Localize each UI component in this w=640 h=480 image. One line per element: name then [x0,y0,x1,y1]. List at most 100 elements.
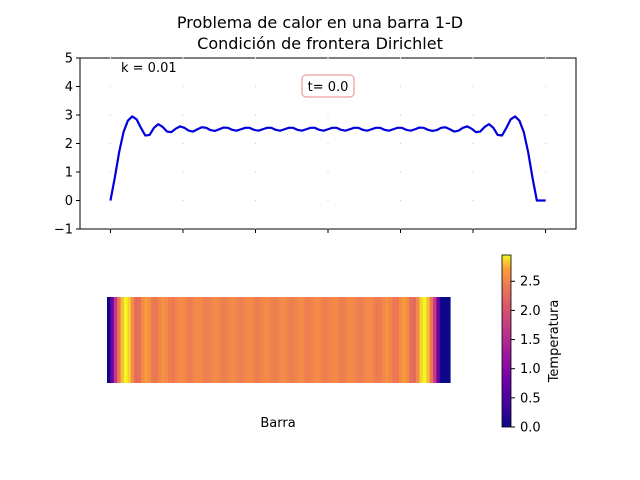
heatmap-cell [385,297,390,383]
heatmap-cell [324,297,329,383]
heatmap-cell [378,297,383,383]
grid-dot [399,142,402,145]
heatmap-cell [188,297,193,383]
grid-dot [327,171,329,173]
grid-dot [109,114,112,116]
grid-dot [544,142,547,145]
y-tick-label: −1 [54,223,73,238]
heatmap-cell [120,297,125,383]
grid-dot [472,199,474,202]
grid-dot [109,57,112,59]
grid-dot [182,199,184,202]
heatmap-cell [110,297,115,383]
heatmap-cell [239,297,244,383]
heatmap: Barra [107,297,451,431]
heatmap-cell [229,297,234,383]
heatmap-cell [433,297,438,383]
grid-dot [109,171,112,173]
heatmap-cell [290,297,295,383]
heatmap-cell [266,297,271,383]
time-annotation-box [301,74,355,98]
heatmap-cell [154,297,159,383]
heatmap-cell [419,297,424,383]
heatmap-cell [354,297,359,383]
colorbar-bar [501,254,512,428]
grid-dot [544,85,547,88]
heatmap-cell [222,297,227,383]
grid-dot [182,114,184,116]
grid-dot [327,114,329,116]
grid-dot [109,142,112,145]
heatmap-cell [236,297,241,383]
heatmap-cell [246,297,251,383]
grid-dot [399,171,402,173]
grid-dot [472,171,474,173]
heatmap-cell [344,297,349,383]
grid-dot [472,85,474,88]
grid-dot [254,57,257,59]
heatmap-xlabel: Barra [260,416,295,431]
grid-dot [399,57,402,59]
y-tick-label: 2 [65,137,73,152]
heatmap-cell [388,297,393,383]
heatmap-cell [358,297,363,383]
heatmap-cell [113,297,118,383]
heatmap-cell [259,297,264,383]
grid-dot [327,57,329,59]
heatmap-cell [270,297,275,383]
heatmap-cell [436,297,441,383]
heatmap-cell [174,297,179,383]
colorbar-tick-label: 1.0 [520,362,541,377]
heatmap-cell [242,297,247,383]
heatmap-cell [429,297,434,383]
heatmap-cell [365,297,370,383]
heatmap-cell [341,297,346,383]
colorbar-tick-label: 0.0 [520,421,541,436]
heatmap-cell [409,297,414,383]
heatmap-cell [191,297,196,383]
grid-dot [544,114,547,116]
heatmap-cell [107,297,111,383]
grid-dot [254,142,257,145]
heatmap-cell [185,297,190,383]
heatmap-cell [157,297,162,383]
colorbar-label: Temperatura [547,300,562,384]
grid-dot [327,199,329,202]
heatmap-cell [137,297,142,383]
heatmap-cell [426,297,431,383]
heatmap-cell [443,297,448,383]
heatmap-cell [151,297,156,383]
heatmap-cell [195,297,200,383]
heatmap-cell [334,297,339,383]
heatmap-cell [371,297,376,383]
heatmap-cell [317,297,322,383]
heatmap-cell [307,297,312,383]
heatmap-cell [399,297,404,383]
time-annotation: t= 0.0 [308,80,349,95]
heatmap-cell [140,297,145,383]
heatmap-cell [164,297,169,383]
heatmap-cell [147,297,152,383]
heatmap-cell [422,297,427,383]
heatmap-cell [232,297,237,383]
heatmap-cell [412,297,417,383]
heatmap-cell [178,297,183,383]
heatmap-cells [107,297,451,383]
y-tick-label: 1 [65,166,73,181]
colorbar-tick-label: 2.0 [520,304,541,319]
heatmap-cell [331,297,336,383]
heatmap-cell [280,297,285,383]
heatmap-cell [198,297,203,383]
heatmap-cell [202,297,207,383]
grid-dot [254,171,257,173]
line-plot: −1 0 1 2 3 4 5 k = 0.01 t= 0.0 [54,52,577,238]
heatmap-cell [405,297,410,383]
heatmap-cell [439,297,444,383]
grid-dot [399,85,402,88]
heatmap-cell [337,297,342,383]
colorbar: 0.0 0.5 1.0 1.5 2.0 2.5 Temperatura [501,254,562,436]
grid-dot [544,57,547,59]
y-tick-label: 3 [65,109,73,124]
heatmap-cell [181,297,186,383]
heatmap-cell [168,297,173,383]
